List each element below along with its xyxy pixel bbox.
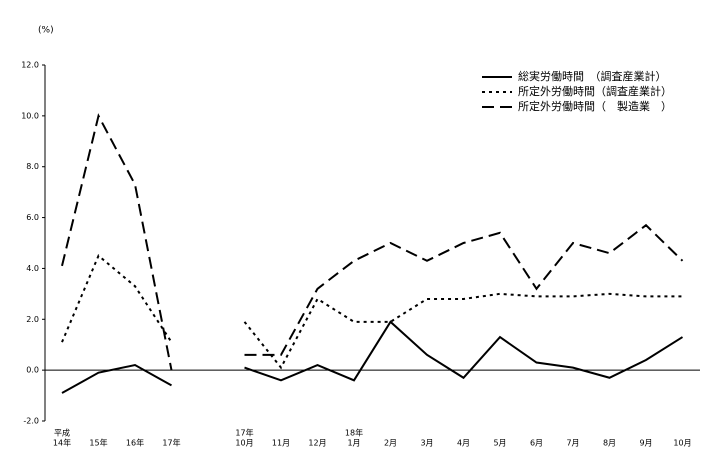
- x-tick-label: 15年: [89, 438, 107, 448]
- x-tick-label: 14年: [53, 438, 71, 448]
- series-line: [61, 364, 172, 394]
- y-tick-label: 8.0: [26, 162, 39, 171]
- y-tick-label: 10.0: [21, 111, 39, 120]
- x-tick-label: 7月: [566, 439, 579, 448]
- legend-label: 総実労働時間 （調査産業計）: [518, 69, 667, 83]
- x-tick-label: 9月: [639, 439, 652, 448]
- y-tick-label: 2.0: [26, 315, 39, 324]
- series-line: [244, 320, 684, 382]
- x-tick-label: 18年: [345, 428, 363, 438]
- y-unit: (%): [38, 26, 54, 36]
- y-tick-label: 6.0: [26, 213, 39, 222]
- series-line: [61, 113, 173, 371]
- x-tick-label: 11月: [272, 439, 290, 448]
- y-tick-label: 4.0: [26, 264, 39, 273]
- y-tick-label: 0.0: [26, 366, 39, 375]
- x-tick-label: 4月: [457, 439, 470, 448]
- y-tick-label: -2.0: [23, 417, 39, 426]
- y-tick-label: 12.0: [21, 61, 39, 70]
- x-tick-label: 17年: [235, 428, 253, 438]
- x-tick-label: 17年: [162, 438, 180, 448]
- legend-label: 所定外労働時間（調査産業計）: [518, 84, 672, 98]
- x-tick-label: 10月: [235, 439, 253, 448]
- legend-label: 所定外労働時間（ 製造業 ）: [518, 99, 672, 113]
- x-tick-label: 5月: [493, 439, 506, 448]
- x-tick-label: 1月: [347, 439, 360, 448]
- x-tick-label: 12月: [308, 439, 326, 448]
- x-tick-label: 16年: [126, 438, 144, 448]
- x-tick-label: 2月: [384, 439, 397, 448]
- series-line: [244, 223, 684, 356]
- x-tick-label: 8月: [603, 439, 616, 448]
- x-tick-label: 3月: [420, 439, 433, 448]
- series-line: [243, 292, 683, 370]
- series-line: [61, 254, 173, 343]
- x-tick-label: 6月: [530, 439, 543, 448]
- x-tick-label: 平成: [54, 428, 70, 438]
- x-tick-label: 10月: [673, 439, 691, 448]
